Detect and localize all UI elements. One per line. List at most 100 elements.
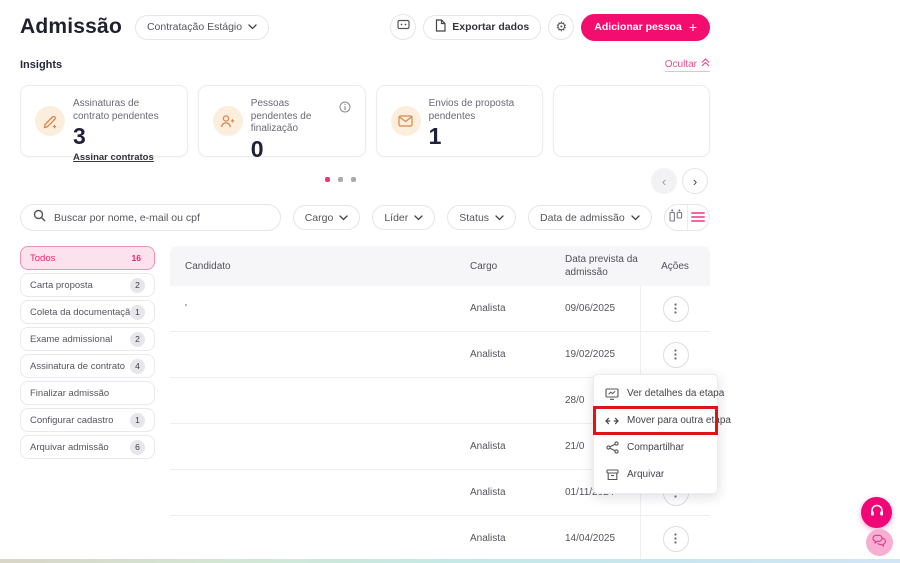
move-arrows-icon xyxy=(605,417,619,425)
main-content: Admissão Contratação Estágio Exportar da… xyxy=(20,0,711,562)
pen-plus-icon xyxy=(35,106,65,136)
settings-button[interactable] xyxy=(548,14,575,40)
archive-icon xyxy=(605,468,619,481)
stage-item-exame-admissional[interactable]: Exame admissional 2 xyxy=(20,327,155,351)
kanban-view-button[interactable] xyxy=(665,205,687,230)
menu-item-mover-etapa[interactable]: Mover para outra etapa xyxy=(593,406,731,435)
hide-insights-link[interactable]: Ocultar xyxy=(664,58,710,72)
carousel-dot[interactable] xyxy=(325,177,330,182)
monitor-icon xyxy=(605,387,619,400)
menu-item-compartilhar[interactable]: Compartilhar xyxy=(594,434,717,461)
envelope-icon xyxy=(390,106,421,136)
stages-sidebar: Todos 16 Carta proposta 2 Coleta da docu… xyxy=(20,246,155,562)
card-title: Envios de proposta pendentes xyxy=(428,98,515,122)
date-cell: 09/06/2025 xyxy=(565,303,616,314)
date-cell: 19/02/2025 xyxy=(565,349,616,360)
menu-item-label: Ver detalhes da etapa xyxy=(627,388,725,399)
stage-item-coleta-documentacao[interactable]: Coleta da documentação 1 xyxy=(20,300,155,324)
row-actions-button[interactable] xyxy=(662,525,689,552)
export-button[interactable]: Exportar dados xyxy=(423,14,542,40)
feedback-button[interactable] xyxy=(390,14,417,40)
date-cell: 21/0 xyxy=(565,441,585,452)
insights-cards: Assinaturas de contrato pendentes 3 Assi… xyxy=(20,85,711,163)
column-header-data-prevista: Data prevista da admissão xyxy=(565,254,638,278)
chevron-down-icon xyxy=(339,212,348,224)
stage-label: Carta proposta xyxy=(30,279,93,291)
carousel-prev-button[interactable] xyxy=(651,168,677,194)
search-input[interactable] xyxy=(54,211,268,224)
card-title: Assinaturas de contrato pendentes xyxy=(73,98,159,122)
stage-item-carta-proposta[interactable]: Carta proposta 2 xyxy=(20,273,155,297)
stage-label: Todos xyxy=(30,252,56,264)
date-cell: 14/04/2025 xyxy=(565,533,616,544)
filter-lider[interactable]: Líder xyxy=(372,205,436,230)
stage-item-configurar-cadastro[interactable]: Configurar cadastro 1 xyxy=(20,408,155,432)
stage-label: Configurar cadastro xyxy=(30,414,114,426)
menu-item-label: Mover para outra etapa xyxy=(627,415,731,426)
sign-contracts-link[interactable]: Assinar contratos xyxy=(73,152,154,164)
candidate-cell xyxy=(170,470,470,515)
list-view-button[interactable] xyxy=(686,205,709,230)
table-row[interactable]: Analista 19/02/2025 xyxy=(170,332,710,378)
stage-item-assinatura-contrato[interactable]: Assinatura de contrato 4 xyxy=(20,354,155,378)
stage-item-arquivar-admissao[interactable]: Arquivar admissão 6 xyxy=(20,435,155,459)
pipeline-selector[interactable]: Contratação Estágio xyxy=(134,14,270,40)
filter-cargo[interactable]: Cargo xyxy=(292,205,361,230)
column-header-candidato: Candidato xyxy=(185,260,231,272)
page-title: Admissão xyxy=(20,15,122,38)
share-icon xyxy=(605,441,619,454)
filter-label: Data de admissão xyxy=(540,211,625,224)
hide-insights-label: Ocultar xyxy=(664,58,697,70)
stage-label: Assinatura de contrato xyxy=(30,360,126,372)
carousel-dot[interactable] xyxy=(338,177,343,182)
view-toggle xyxy=(663,204,710,231)
card-value: 1 xyxy=(428,123,442,149)
filter-status[interactable]: Status xyxy=(447,205,517,230)
search-icon xyxy=(33,209,46,227)
carousel-dot[interactable] xyxy=(351,177,356,182)
stage-count-badge: 6 xyxy=(130,439,145,455)
list-icon xyxy=(691,209,706,227)
carousel-next-button[interactable] xyxy=(682,168,708,194)
stage-count-badge: 2 xyxy=(130,277,145,293)
menu-item-arquivar[interactable]: Arquivar xyxy=(594,461,717,488)
candidate-cell: ' xyxy=(185,303,187,314)
info-icon[interactable] xyxy=(339,100,351,118)
row-actions-button[interactable] xyxy=(662,341,689,368)
support-fab-button[interactable] xyxy=(861,497,892,528)
feedback-icon xyxy=(397,18,410,36)
stage-count-badge: 1 xyxy=(130,412,145,428)
chevron-down-icon xyxy=(495,212,504,224)
stage-item-todos[interactable]: Todos 16 xyxy=(20,246,155,270)
menu-item-label: Compartilhar xyxy=(627,442,685,453)
table-row[interactable]: Analista 14/04/2025 xyxy=(170,516,710,562)
filter-label: Status xyxy=(459,211,490,224)
insight-card-proposals: Envios de proposta pendentes 1 xyxy=(375,85,544,157)
filter-bar: Cargo Líder Status Data de admissão xyxy=(20,204,710,231)
insight-card-finalization: Pessoas pendentes de finalização 0 xyxy=(197,85,366,161)
document-icon xyxy=(435,19,446,35)
candidate-cell xyxy=(170,516,470,561)
table-header: Candidato Cargo Data prevista da admissã… xyxy=(170,246,710,286)
cargo-cell: Analista xyxy=(470,303,506,314)
stage-count-badge: 4 xyxy=(130,358,145,374)
bottom-gradient-line xyxy=(0,559,900,563)
table-row[interactable]: ' Analista 09/06/2025 xyxy=(170,286,710,332)
chat-fab-button[interactable] xyxy=(866,529,893,556)
stage-count-badge: 1 xyxy=(130,304,145,320)
insight-card-peek xyxy=(553,85,711,157)
chat-bubbles-icon xyxy=(872,534,887,552)
add-person-button[interactable]: Adicionar pessoa xyxy=(581,13,710,41)
filter-data-admissao[interactable]: Data de admissão xyxy=(528,205,652,230)
cargo-cell: Analista xyxy=(470,533,506,544)
stage-label: Coleta da documentação xyxy=(30,306,130,318)
insights-title: Insights xyxy=(20,59,63,71)
double-chevron-up-icon xyxy=(701,58,710,70)
row-actions-button[interactable] xyxy=(662,295,689,322)
menu-item-ver-detalhes[interactable]: Ver detalhes da etapa xyxy=(594,380,724,407)
stage-item-finalizar-admissao[interactable]: Finalizar admissão xyxy=(20,381,155,405)
carousel-dots xyxy=(325,177,356,182)
stage-label: Arquivar admissão xyxy=(30,441,109,453)
stage-count-badge: 16 xyxy=(131,253,141,263)
chevron-down-icon xyxy=(631,212,640,224)
